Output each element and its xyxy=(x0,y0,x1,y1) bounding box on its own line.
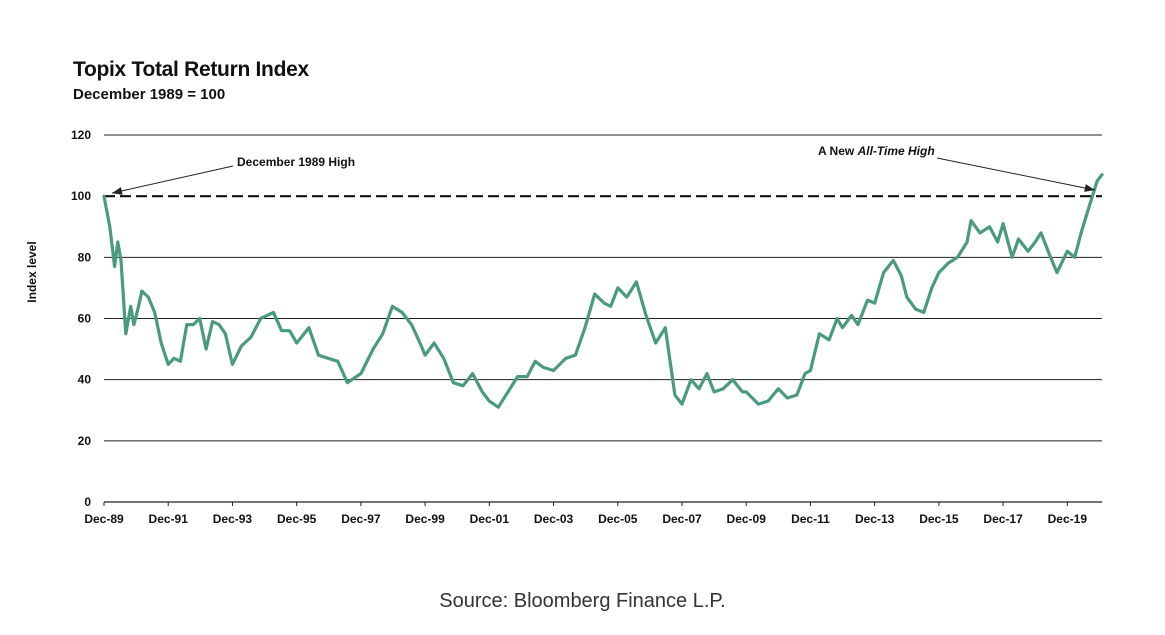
y-tick-120: 120 xyxy=(71,128,91,142)
annotation-arrowhead-1989-high xyxy=(112,187,123,195)
x-tick-Dec-13: Dec-13 xyxy=(855,512,895,526)
x-tick-Dec-01: Dec-01 xyxy=(470,512,510,526)
x-tick-Dec-05: Dec-05 xyxy=(598,512,638,526)
y-tick-40: 40 xyxy=(78,373,92,387)
y-axis-label: Index level xyxy=(25,241,39,302)
x-tick-Dec-03: Dec-03 xyxy=(534,512,574,526)
x-tick-Dec-11: Dec-11 xyxy=(791,512,830,526)
y-tick-20: 20 xyxy=(78,434,92,448)
y-tick-80: 80 xyxy=(78,250,92,264)
y-tick-100: 100 xyxy=(71,189,91,203)
series-line-topix xyxy=(102,173,1104,409)
x-tick-Dec-99: Dec-99 xyxy=(405,512,445,526)
x-tick-Dec-15: Dec-15 xyxy=(919,512,959,526)
x-tick-Dec-95: Dec-95 xyxy=(277,512,317,526)
annotation-arrowhead-new-high xyxy=(1084,184,1095,192)
chart-title: Topix Total Return Index xyxy=(73,58,309,81)
annotation-arrow-new-high xyxy=(936,157,1095,191)
x-tick-Dec-93: Dec-93 xyxy=(213,512,253,526)
annotation-arrow-1989-high xyxy=(111,165,234,194)
annotation-new-all-time-high: A New All-Time High xyxy=(818,144,935,158)
y-tick-60: 60 xyxy=(78,312,92,326)
x-tick-Dec-89: Dec-89 xyxy=(84,512,124,526)
source-note: Source: Bloomberg Finance L.P. xyxy=(439,590,726,612)
chart-subtitle: December 1989 = 100 xyxy=(73,86,226,103)
x-tick-Dec-91: Dec-91 xyxy=(149,512,189,526)
annotation-december-1989-high: December 1989 High xyxy=(237,155,355,169)
x-tick-Dec-17: Dec-17 xyxy=(983,512,1023,526)
x-tick-Dec-19: Dec-19 xyxy=(1048,512,1088,526)
x-tick-Dec-09: Dec-09 xyxy=(727,512,767,526)
x-tick-Dec-07: Dec-07 xyxy=(662,512,702,526)
y-tick-0: 0 xyxy=(84,495,91,509)
x-tick-Dec-97: Dec-97 xyxy=(341,512,381,526)
